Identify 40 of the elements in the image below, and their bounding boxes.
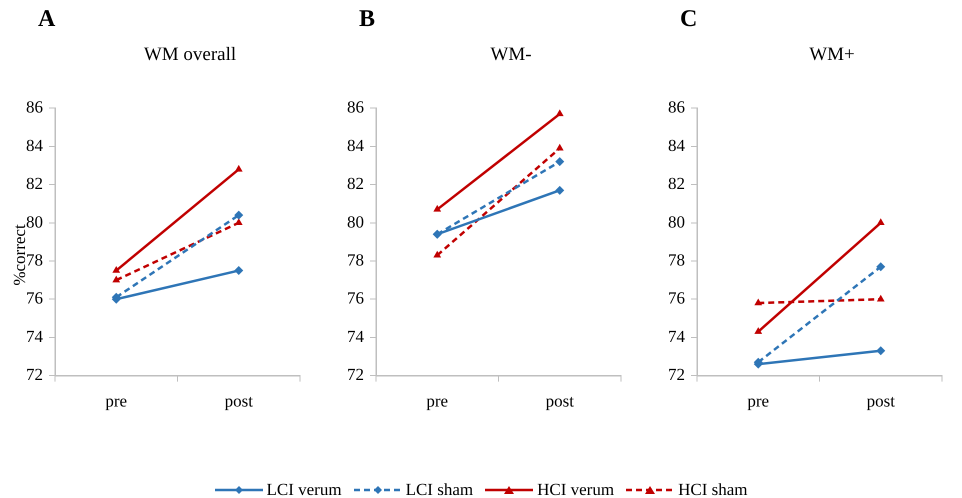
chart-subtitle: WM- xyxy=(489,44,533,66)
y-tick-label: 74 xyxy=(668,326,686,346)
y-tick-label: 80 xyxy=(26,212,43,232)
y-tick-label: 78 xyxy=(347,250,364,270)
x-tick-label: post xyxy=(224,391,254,410)
chart-title: C xyxy=(680,6,698,33)
y-tick-label: 86 xyxy=(668,98,685,117)
y-tick-label: 82 xyxy=(26,174,43,194)
legend-label: HCI sham xyxy=(678,480,748,498)
y-tick-label: 86 xyxy=(26,98,43,117)
chart-title: A xyxy=(38,6,56,33)
chart-subtitle: WM+ xyxy=(808,44,856,66)
y-tick-label: 84 xyxy=(668,136,686,155)
y-tick-label: 82 xyxy=(668,174,685,194)
y-tick-label: 86 xyxy=(347,98,364,117)
y-tick-label: 76 xyxy=(26,288,43,308)
x-tick-label: post xyxy=(546,391,574,410)
chart-subtitle: WM overall xyxy=(142,44,238,66)
legend-label: HCI verum xyxy=(537,480,614,498)
x-tick-label: pre xyxy=(747,391,770,410)
y-tick-label: 78 xyxy=(26,250,43,270)
y-tick-label: 84 xyxy=(347,136,364,155)
x-tick-label: pre xyxy=(426,391,448,410)
y-tick-label: 82 xyxy=(347,174,364,194)
y-tick-label: 72 xyxy=(26,365,43,384)
y-tick-label: 74 xyxy=(26,326,44,346)
y-tick-label: 84 xyxy=(26,136,44,155)
y-tick-label: 80 xyxy=(668,212,685,232)
y-tick-label: 74 xyxy=(347,326,364,346)
y-tick-label: 76 xyxy=(668,288,685,308)
y-tick-label: 78 xyxy=(668,250,685,270)
y-tick-label: 72 xyxy=(347,365,364,384)
y-tick-label: 72 xyxy=(668,365,685,384)
legend-label: LCI verum xyxy=(266,480,342,498)
y-tick-label: 80 xyxy=(347,212,364,232)
legend-label: LCI sham xyxy=(406,480,474,498)
chart-title: B xyxy=(359,6,376,33)
y-tick-label: 76 xyxy=(347,288,364,308)
x-tick-label: post xyxy=(866,391,896,410)
x-tick-label: pre xyxy=(105,391,128,410)
